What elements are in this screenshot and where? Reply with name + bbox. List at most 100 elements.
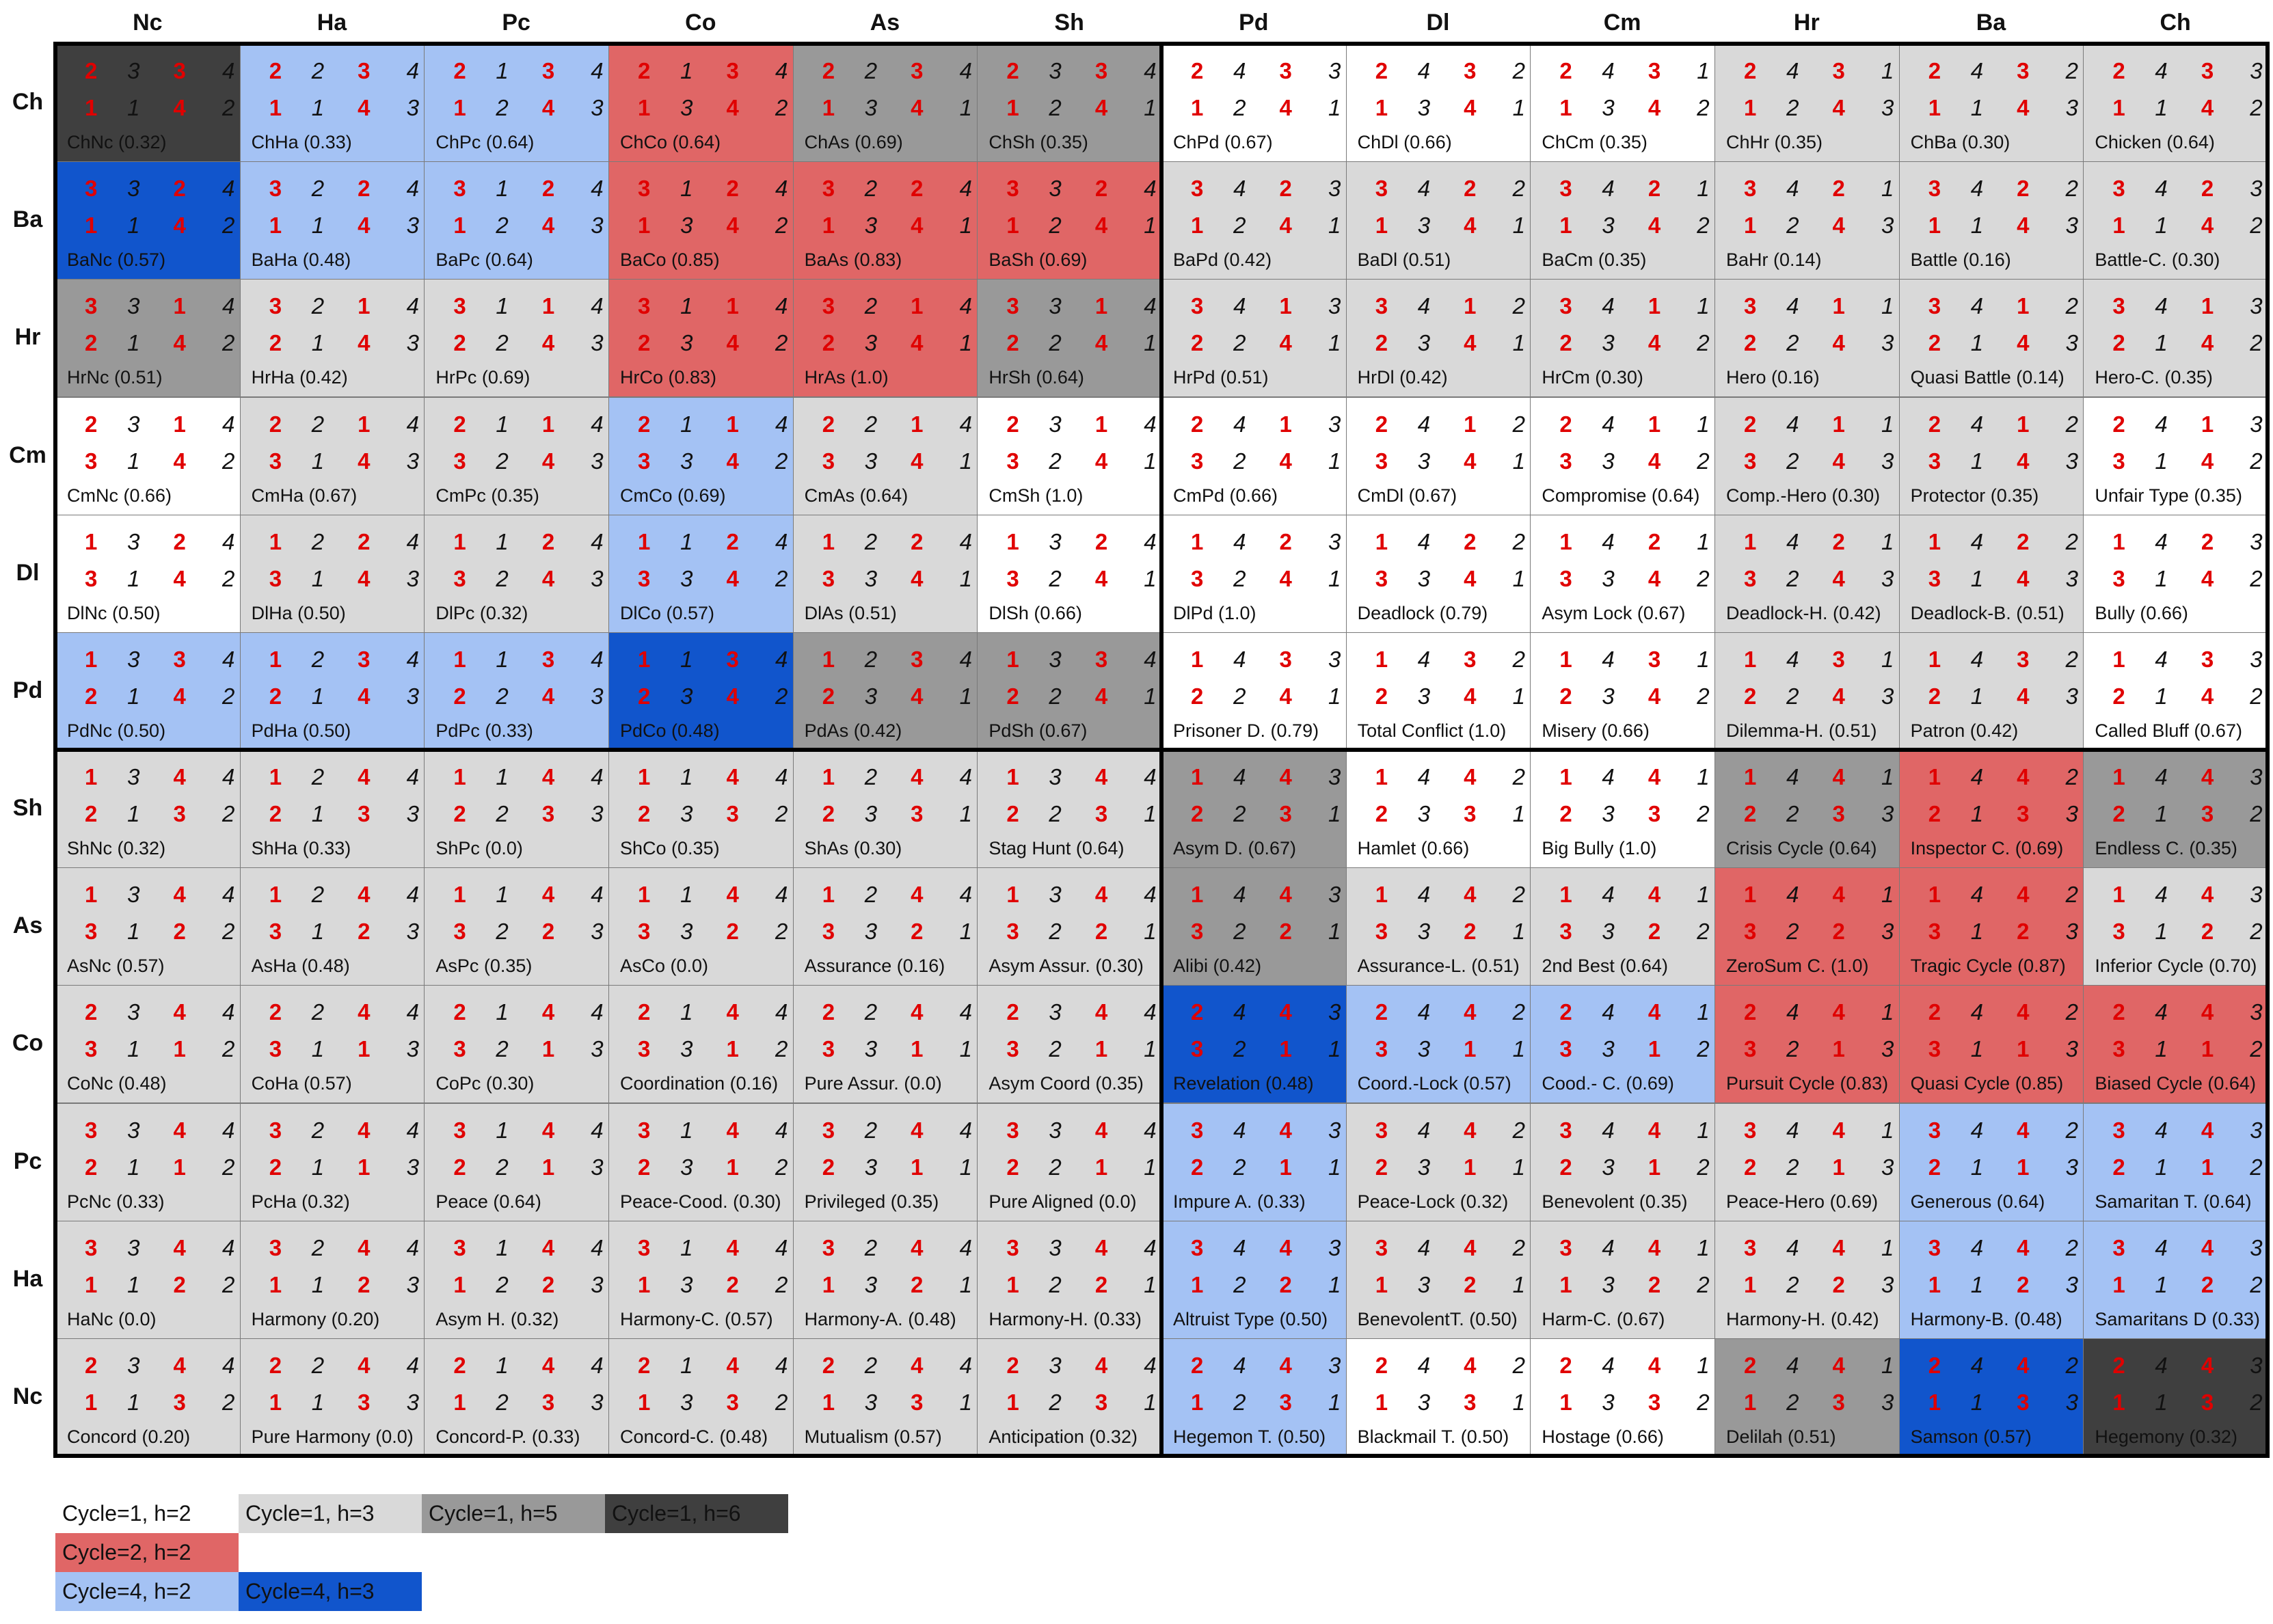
payoff: 4: [1970, 999, 1984, 1025]
payoff: 3: [269, 1117, 282, 1143]
payoff: 3: [1744, 1117, 1757, 1143]
payoff: 3: [2250, 58, 2263, 83]
payoff-cell: 2 2 1 4 3 3 4 1 CmAs (0.64): [792, 396, 978, 515]
game-label: ChAs (0.69): [804, 132, 903, 153]
payoff: 2: [1697, 1036, 1710, 1062]
payoff: 2: [2250, 1389, 2263, 1415]
payoff: 2: [2065, 1234, 2078, 1260]
payoff: 3: [2017, 646, 2030, 672]
payoff: 2: [1786, 919, 1799, 945]
payoff: 1: [680, 293, 693, 319]
payoff: 2: [2017, 528, 2030, 554]
payoff: 2: [726, 176, 739, 202]
payoff-cell: 3 4 1 2 2 3 4 1 HrDl (0.42): [1345, 279, 1531, 398]
payoff: 4: [1786, 176, 1799, 202]
payoff: 3: [1006, 565, 1019, 591]
thick-border: [53, 1454, 2270, 1458]
legend-item: Cycle=4, h=3: [239, 1572, 422, 1611]
payoff-cell: 3 4 1 1 2 2 4 3 Hero (0.16): [1714, 279, 1900, 398]
payoff: 4: [591, 176, 604, 202]
payoff: 4: [1144, 882, 1157, 908]
payoff: 4: [1832, 999, 1845, 1025]
payoff: 2: [85, 683, 98, 709]
payoff: 3: [127, 1234, 140, 1260]
column-header: Cm: [1603, 10, 1641, 36]
payoff: 4: [1464, 764, 1477, 789]
payoff: 3: [822, 919, 835, 945]
payoff: 3: [680, 330, 693, 356]
payoff: 4: [1233, 1352, 1246, 1378]
payoff: 1: [1512, 1154, 1525, 1180]
payoff: 4: [1279, 999, 1292, 1025]
payoff: 3: [406, 1389, 419, 1415]
payoff: 3: [1881, 213, 1894, 239]
payoff: 1: [638, 882, 651, 908]
payoff-cell: 2 4 1 1 3 3 4 2 Compromise (0.64): [1530, 396, 1715, 515]
payoff: 2: [269, 411, 282, 437]
game-label: Hero (0.16): [1726, 367, 1820, 388]
payoff: 1: [2112, 95, 2125, 120]
payoff: 4: [1144, 999, 1157, 1025]
payoff: 1: [1512, 1271, 1525, 1297]
payoff-cell: 3 4 4 2 1 3 2 1 BenevolentT. (0.50): [1345, 1220, 1531, 1339]
payoff: 2: [496, 565, 509, 591]
payoff: 3: [1191, 1117, 1204, 1143]
payoff: 4: [2201, 330, 2214, 356]
payoff: 3: [358, 801, 371, 826]
payoff: 1: [822, 528, 835, 554]
payoff: 1: [680, 1117, 693, 1143]
payoff: 4: [1233, 176, 1246, 202]
row-header: Nc: [12, 1383, 43, 1409]
payoff: 2: [1191, 58, 1204, 83]
payoff: 3: [127, 1352, 140, 1378]
payoff: 4: [591, 646, 604, 672]
payoff: 1: [726, 411, 739, 437]
payoff: 2: [311, 1117, 325, 1143]
payoff: 4: [2201, 213, 2214, 239]
payoff: 1: [269, 95, 282, 120]
payoff: 3: [1328, 293, 1341, 319]
payoff: 1: [1512, 330, 1525, 356]
payoff: 4: [541, 448, 555, 474]
game-label: DlHa (0.50): [251, 602, 346, 623]
payoff-cell: 1 4 2 2 3 3 4 1 Deadlock (0.79): [1345, 514, 1531, 633]
payoff: 2: [221, 448, 235, 474]
payoff: 2: [1832, 1271, 1845, 1297]
payoff: 3: [1602, 919, 1615, 945]
payoff: 4: [911, 1352, 924, 1378]
payoff: 2: [1006, 1154, 1019, 1180]
game-label: Chicken (0.64): [2095, 132, 2215, 153]
payoff: 3: [173, 646, 186, 672]
payoff: 3: [1417, 1271, 1431, 1297]
payoff: 1: [1559, 213, 1572, 239]
payoff: 1: [1328, 565, 1341, 591]
payoff-cell: 2 3 4 4 1 2 3 1 Anticipation (0.32): [977, 1338, 1162, 1457]
payoff: 3: [127, 882, 140, 908]
payoff: 2: [2065, 528, 2078, 554]
payoff: 1: [2155, 565, 2168, 591]
payoff: 2: [1697, 448, 1710, 474]
payoff: 3: [2250, 764, 2263, 789]
payoff: 2: [2201, 528, 2214, 554]
game-label: Biased Cycle (0.64): [2095, 1073, 2256, 1094]
payoff-cell: 1 4 4 3 2 1 3 2 Endless C. (0.35): [2083, 750, 2268, 869]
payoff: 1: [541, 1036, 555, 1062]
payoff: 4: [1464, 330, 1477, 356]
payoff: 1: [2155, 1271, 2168, 1297]
payoff: 1: [1191, 95, 1204, 120]
payoff: 2: [638, 801, 651, 826]
payoff: 4: [775, 764, 788, 789]
row-header: Dl: [16, 559, 40, 586]
payoff: 3: [406, 1036, 419, 1062]
payoff: 3: [1328, 411, 1341, 437]
payoff: 4: [1602, 1234, 1615, 1260]
payoff: 1: [453, 213, 466, 239]
payoff: 1: [1006, 1389, 1019, 1415]
payoff: 3: [864, 919, 878, 945]
payoff: 3: [2065, 1271, 2078, 1297]
payoff: 2: [1233, 801, 1246, 826]
payoff: 2: [1697, 213, 1710, 239]
payoff: 1: [680, 764, 693, 789]
payoff: 2: [311, 1352, 325, 1378]
